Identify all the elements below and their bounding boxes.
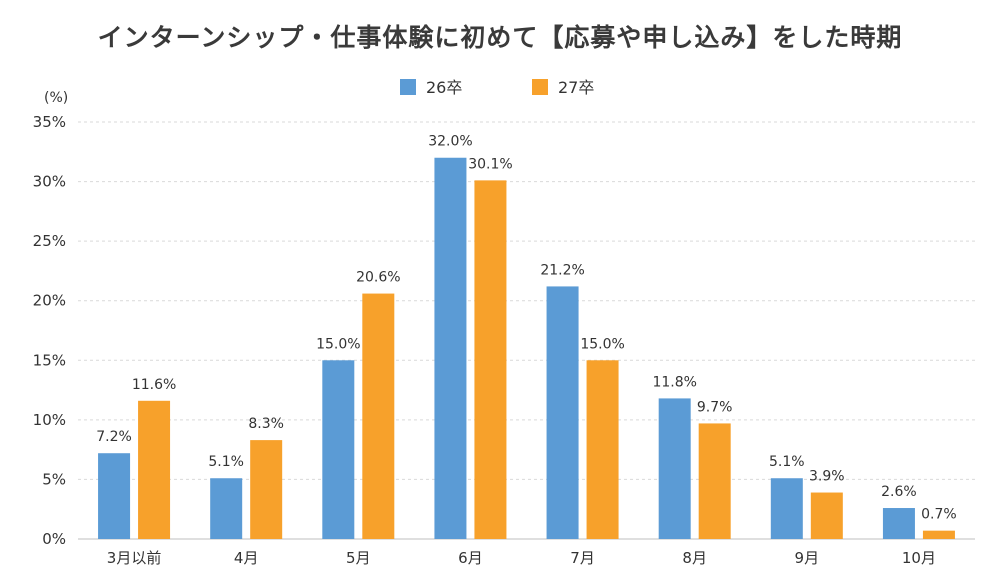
bar-26卒 <box>658 398 691 539</box>
data-label: 5.1% <box>769 454 805 470</box>
data-label: 15.0% <box>580 336 624 352</box>
y-tick-label: 20% <box>33 292 66 310</box>
x-tick-label: 6月 <box>458 549 483 567</box>
y-tick-label: 0% <box>42 530 66 548</box>
data-label: 8.3% <box>248 416 284 432</box>
bar-27卒 <box>586 360 619 539</box>
data-label: 32.0% <box>428 134 472 150</box>
bar-26卒 <box>770 478 803 539</box>
data-label: 2.6% <box>881 484 917 500</box>
y-tick-label: 15% <box>33 351 66 369</box>
bar-27卒 <box>698 423 731 539</box>
bar-27卒 <box>138 400 171 539</box>
bar-27卒 <box>362 293 395 539</box>
data-label: 21.2% <box>540 262 584 278</box>
y-axis-unit-label: (%) <box>44 90 68 106</box>
x-tick-label: 4月 <box>234 549 259 567</box>
x-tick-label: 8月 <box>682 549 707 567</box>
data-label: 20.6% <box>356 270 400 286</box>
bar-27卒 <box>810 492 843 539</box>
bar-27卒 <box>250 440 283 539</box>
legend-label: 27卒 <box>558 78 594 97</box>
data-label: 15.0% <box>316 336 360 352</box>
data-label: 7.2% <box>96 429 132 445</box>
data-label: 3.9% <box>809 469 845 485</box>
data-label: 11.8% <box>652 374 696 390</box>
legend-swatch-26卒 <box>400 79 416 95</box>
bar-26卒 <box>322 360 355 539</box>
data-label: 11.6% <box>132 377 176 393</box>
legend-swatch-27卒 <box>532 79 548 95</box>
bar-26卒 <box>882 508 915 539</box>
bar-27卒 <box>922 530 955 539</box>
bar-26卒 <box>546 286 579 539</box>
data-label: 9.7% <box>697 399 733 415</box>
y-tick-label: 10% <box>33 411 66 429</box>
x-tick-label: 3月以前 <box>107 549 162 567</box>
bar-27卒 <box>474 180 507 539</box>
x-tick-label: 10月 <box>902 549 936 567</box>
chart-title: インターンシップ・仕事体験に初めて【応募や申し込み】をした時期 <box>97 23 903 52</box>
data-label: 0.7% <box>921 507 957 523</box>
x-tick-label: 7月 <box>570 549 595 567</box>
x-tick-label: 5月 <box>346 549 371 567</box>
y-tick-label: 35% <box>33 113 66 131</box>
data-label: 5.1% <box>208 454 244 470</box>
data-label: 30.1% <box>468 156 512 172</box>
bar-26卒 <box>98 453 131 539</box>
y-tick-label: 30% <box>33 173 66 191</box>
legend-label: 26卒 <box>426 78 462 97</box>
bar-26卒 <box>210 478 243 539</box>
y-tick-label: 25% <box>33 232 66 250</box>
x-tick-label: 9月 <box>795 549 820 567</box>
y-tick-label: 5% <box>42 470 66 488</box>
bar-26卒 <box>434 157 467 539</box>
